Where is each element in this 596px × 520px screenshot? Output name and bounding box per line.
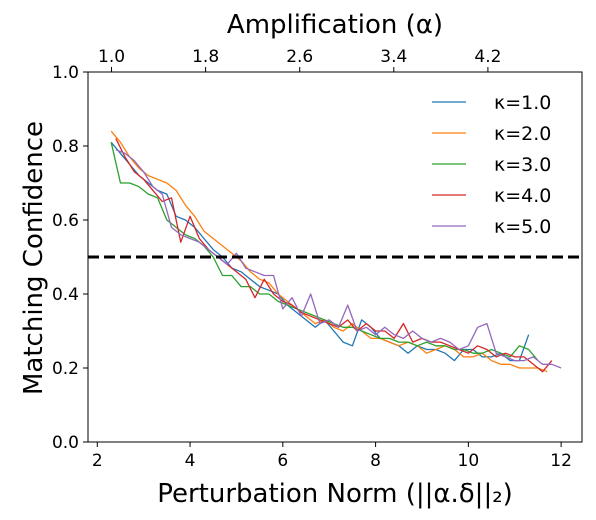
legend-label-5: κ=5.0 (494, 216, 551, 238)
legend-label-2: κ=2.0 (494, 123, 551, 145)
x-tick-label: 10 (458, 451, 480, 471)
y-tick-label: 0.8 (52, 137, 79, 157)
legend-label-3: κ=3.0 (494, 154, 551, 176)
series-layer (110, 130, 562, 373)
y-tick-label: 1.0 (52, 63, 79, 83)
legend: κ=1.0 κ=2.0 κ=3.0 κ=4.0 κ=5.0 (432, 92, 551, 238)
ticks-layer: 2 4 6 8 10 12 0.0 0.2 0.4 0.6 0.8 1.0 1.0 1.8 2.6 3.4 4.… (52, 47, 572, 471)
x-tick-label: 4 (185, 451, 196, 471)
series-line-3 (110, 142, 539, 362)
y-tick-label: 0.0 (52, 433, 79, 453)
legend-label-4: κ=4.0 (494, 185, 551, 207)
series-line-5 (115, 149, 562, 369)
series-line-4 (115, 138, 553, 373)
x-tick-label: 2 (92, 451, 103, 471)
x-axis-title: Perturbation Norm (||α.δ||₂) (157, 479, 513, 509)
y-tick-label: 0.2 (52, 359, 79, 379)
x-tick-label: 6 (277, 451, 288, 471)
top-tick-label: 2.6 (286, 47, 313, 67)
x-tick-label: 12 (550, 451, 572, 471)
top-axis-title: Amplification (α) (227, 10, 443, 40)
plot-frame (87, 71, 583, 443)
y-axis-title: Matching Confidence (19, 121, 49, 395)
top-tick-label: 4.2 (474, 47, 501, 67)
legend-label-1: κ=1.0 (494, 92, 551, 114)
x-tick-label: 8 (370, 451, 381, 471)
top-tick-label: 1.8 (192, 47, 219, 67)
top-tick-label: 3.4 (380, 47, 407, 67)
top-tick-label: 1.0 (98, 47, 125, 67)
axes-frame (87, 71, 583, 443)
y-tick-label: 0.4 (52, 285, 79, 305)
y-tick-label: 0.6 (52, 211, 79, 231)
